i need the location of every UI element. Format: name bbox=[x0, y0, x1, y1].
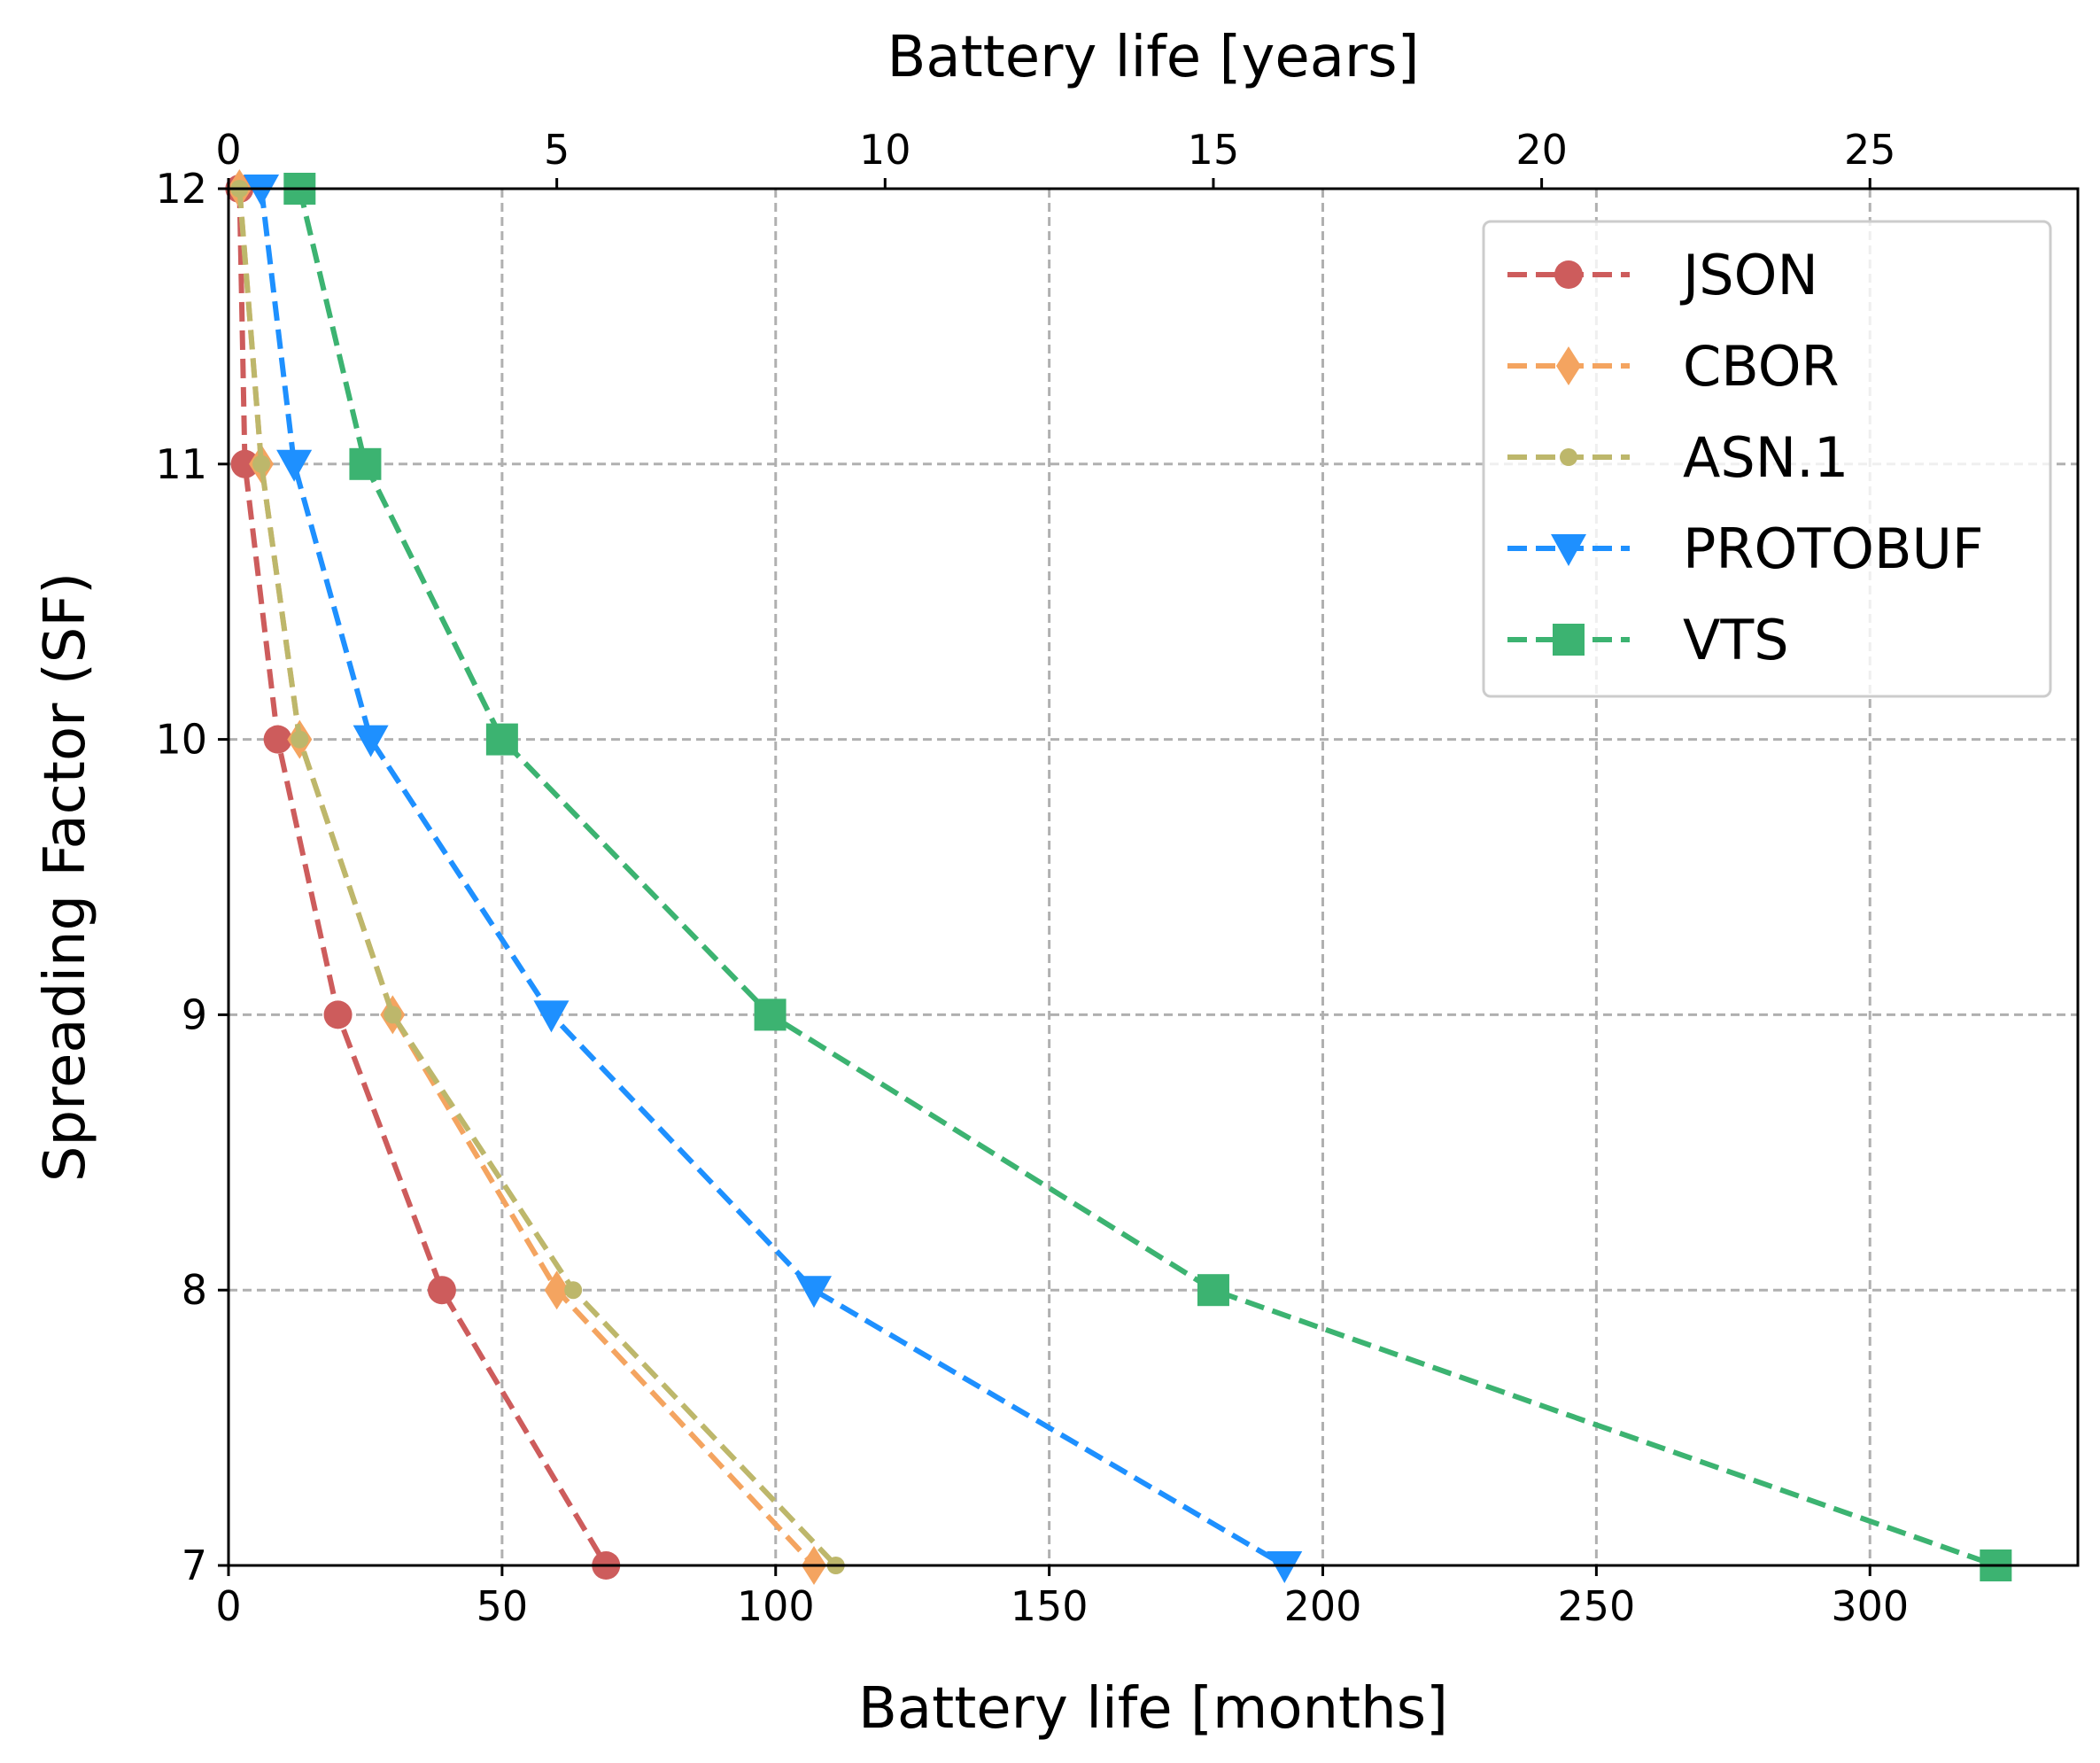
data-point-protobuf bbox=[353, 725, 389, 757]
series-vts bbox=[283, 173, 2012, 1581]
series-protobuf bbox=[244, 175, 1303, 1583]
legend-label: CBOR bbox=[1683, 334, 1840, 399]
legend-label: VTS bbox=[1683, 608, 1789, 672]
series-line-cbor bbox=[236, 188, 817, 1568]
legend-swatch-marker bbox=[1551, 534, 1586, 566]
data-point-asn-1 bbox=[252, 454, 271, 473]
x-tick-label: 0 bbox=[215, 1582, 241, 1630]
y-tick-label: 7 bbox=[182, 1542, 207, 1589]
data-point-protobuf bbox=[244, 175, 280, 206]
y-tick-label: 8 bbox=[182, 1266, 207, 1314]
legend-entry-vts: VTS bbox=[1507, 608, 1789, 672]
y-tick-label: 9 bbox=[182, 990, 207, 1038]
data-point-json bbox=[263, 725, 292, 754]
ticks: 0 50 100 150 200 250 300 0 5 10 15 20 25 7 8 9 10 11 12 bbox=[155, 126, 1909, 1630]
y-axis-label: Spreading Factor (SF) bbox=[33, 572, 98, 1182]
data-point-vts bbox=[485, 723, 518, 756]
data-point-protobuf bbox=[795, 1276, 832, 1309]
y-tick-label: 10 bbox=[155, 716, 207, 764]
legend-entry-cbor: CBOR bbox=[1507, 334, 1840, 399]
legend-entry-asn-1: ASN.1 bbox=[1507, 425, 1848, 490]
x2-tick-label: 0 bbox=[215, 126, 241, 174]
legend-entry-protobuf: PROTOBUF bbox=[1507, 516, 1984, 581]
x2-tick-label: 25 bbox=[1844, 126, 1896, 174]
series-layer bbox=[225, 169, 2012, 1585]
data-point-asn-1 bbox=[564, 1281, 583, 1300]
series-line-protobuf bbox=[259, 188, 1286, 1568]
series-asn-1 bbox=[230, 180, 845, 1574]
y-tick-label: 12 bbox=[155, 165, 207, 213]
x-tick-label: 100 bbox=[737, 1582, 815, 1630]
x-tick-label: 150 bbox=[1011, 1582, 1089, 1630]
data-point-json bbox=[230, 449, 260, 478]
x-tick-label: 200 bbox=[1284, 1582, 1362, 1630]
legend-swatch-marker bbox=[1553, 624, 1585, 656]
x-tick-label: 300 bbox=[1831, 1582, 1909, 1630]
x-tick-label: 250 bbox=[1557, 1582, 1635, 1630]
data-point-protobuf bbox=[1267, 1551, 1303, 1583]
x-axis-label: Battery life [months] bbox=[858, 1676, 1448, 1742]
legend-swatch-marker bbox=[1554, 260, 1583, 289]
data-point-protobuf bbox=[533, 1000, 570, 1033]
data-point-json bbox=[427, 1276, 456, 1305]
data-point-asn-1 bbox=[291, 730, 309, 749]
legend-box bbox=[1482, 220, 2052, 698]
series-line-asn-1 bbox=[236, 188, 838, 1568]
data-point-protobuf bbox=[276, 449, 313, 482]
legend: JSON CBOR ASN.1 PROTOBUF VTS bbox=[1482, 220, 2052, 698]
legend-label: ASN.1 bbox=[1683, 425, 1848, 490]
data-point-json bbox=[323, 1000, 353, 1029]
legend-swatch-marker bbox=[1556, 346, 1581, 385]
legend-swatch-marker bbox=[1560, 448, 1577, 466]
x2-tick-label: 20 bbox=[1515, 126, 1568, 174]
x2-tick-label: 10 bbox=[859, 126, 911, 174]
data-point-asn-1 bbox=[384, 1006, 402, 1024]
series-line-vts bbox=[297, 188, 1997, 1568]
data-point-vts bbox=[349, 447, 382, 480]
series-line-json bbox=[236, 188, 608, 1567]
data-point-vts bbox=[1197, 1274, 1229, 1307]
y-tick-label: 11 bbox=[155, 440, 207, 488]
x2-tick-label: 15 bbox=[1188, 126, 1240, 174]
x-tick-label: 50 bbox=[477, 1582, 529, 1630]
data-point-vts bbox=[754, 998, 787, 1031]
data-point-cbor bbox=[544, 1270, 570, 1310]
x2-axis-label: Battery life [years] bbox=[887, 25, 1419, 90]
plot-frame bbox=[227, 187, 2080, 1567]
legend-entry-json: JSON bbox=[1507, 243, 1818, 307]
x2-tick-label: 5 bbox=[544, 126, 570, 174]
series-cbor bbox=[227, 169, 826, 1585]
series-json bbox=[225, 175, 621, 1580]
legend-label: JSON bbox=[1679, 243, 1818, 307]
legend-label: PROTOBUF bbox=[1683, 516, 1984, 581]
